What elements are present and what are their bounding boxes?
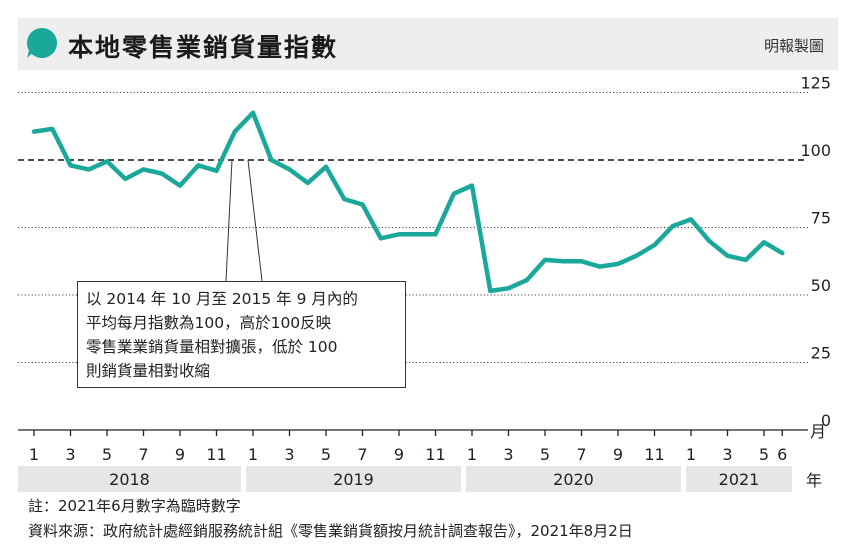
x-tick-label: 11 (425, 445, 445, 464)
footnote: 註：2021年6月數字為臨時數字 (28, 497, 241, 515)
callout-line: 平均每月指數為100，高於100反映 (86, 314, 332, 332)
callout-line: 零售業業銷貨量相對擴張，低於 100 (86, 338, 338, 356)
year-band (18, 466, 241, 492)
x-tick-label: 11 (644, 445, 664, 464)
y-tick-label: 125 (800, 74, 831, 93)
x-tick-label: 7 (357, 445, 367, 464)
source-note: 資料來源：政府統計處經銷服務統計組《零售業銷貨額按月統計調查報告》，2021年8… (28, 522, 633, 540)
x-tick-label: 9 (394, 445, 404, 464)
x-unit-year-label: 年 (806, 471, 822, 490)
year-band (686, 466, 792, 492)
x-tick-label: 1 (686, 445, 696, 464)
x-tick-label: 5 (102, 445, 112, 464)
year-label: 2021 (719, 470, 760, 489)
x-tick-label: 5 (321, 445, 331, 464)
callout-line: 則銷貨量相對收縮 (86, 362, 211, 380)
x-tick-label: 3 (503, 445, 513, 464)
x-tick-label: 6 (777, 445, 787, 464)
series-line (31, 110, 785, 294)
x-tick-label: 1 (29, 445, 39, 464)
x-tick-label: 5 (759, 445, 769, 464)
y-tick-label: 50 (811, 276, 831, 295)
year-label: 2019 (333, 470, 374, 489)
x-tick-label: 3 (65, 445, 75, 464)
year-band (246, 466, 461, 492)
chart-footer: 註：2021年6月數字為臨時數字 資料來源：政府統計處經銷服務統計組《零售業銷貨… (28, 494, 633, 544)
y-tick-label: 75 (811, 209, 831, 228)
x-tick-label: 3 (722, 445, 732, 464)
y-tick-label: 25 (811, 344, 831, 363)
annotation-callout: 以 2014 年 10 月至 2015 年 9 月內的 平均每月指數為100，高… (77, 281, 406, 388)
callout-line: 以 2014 年 10 月至 2015 年 9 月內的 (86, 290, 358, 308)
y-tick-label: 0 (821, 411, 831, 430)
x-tick-label: 7 (576, 445, 586, 464)
x-tick-label: 3 (284, 445, 294, 464)
chart-credit: 明報製圖 (763, 37, 824, 55)
x-tick-label: 1 (467, 445, 477, 464)
speech-bubble-icon (26, 27, 58, 58)
x-tick-label: 1 (248, 445, 258, 464)
year-label: 2020 (553, 470, 594, 489)
chart-header: 本地零售業銷貨量指數 明報製圖 (18, 18, 838, 70)
x-tick-label: 11 (206, 445, 226, 464)
year-label: 2018 (109, 470, 150, 489)
year-band (466, 466, 681, 492)
chart-title: 本地零售業銷貨量指數 (68, 33, 339, 62)
x-tick-label: 9 (175, 445, 185, 464)
y-tick-label: 100 (800, 141, 831, 160)
x-tick-label: 5 (540, 445, 550, 464)
callout-pointer (225, 159, 233, 282)
x-tick-label: 9 (613, 445, 623, 464)
x-tick-label: 7 (138, 445, 148, 464)
x-unit-month-label: 月 (810, 422, 826, 441)
callout-pointer (247, 159, 263, 282)
